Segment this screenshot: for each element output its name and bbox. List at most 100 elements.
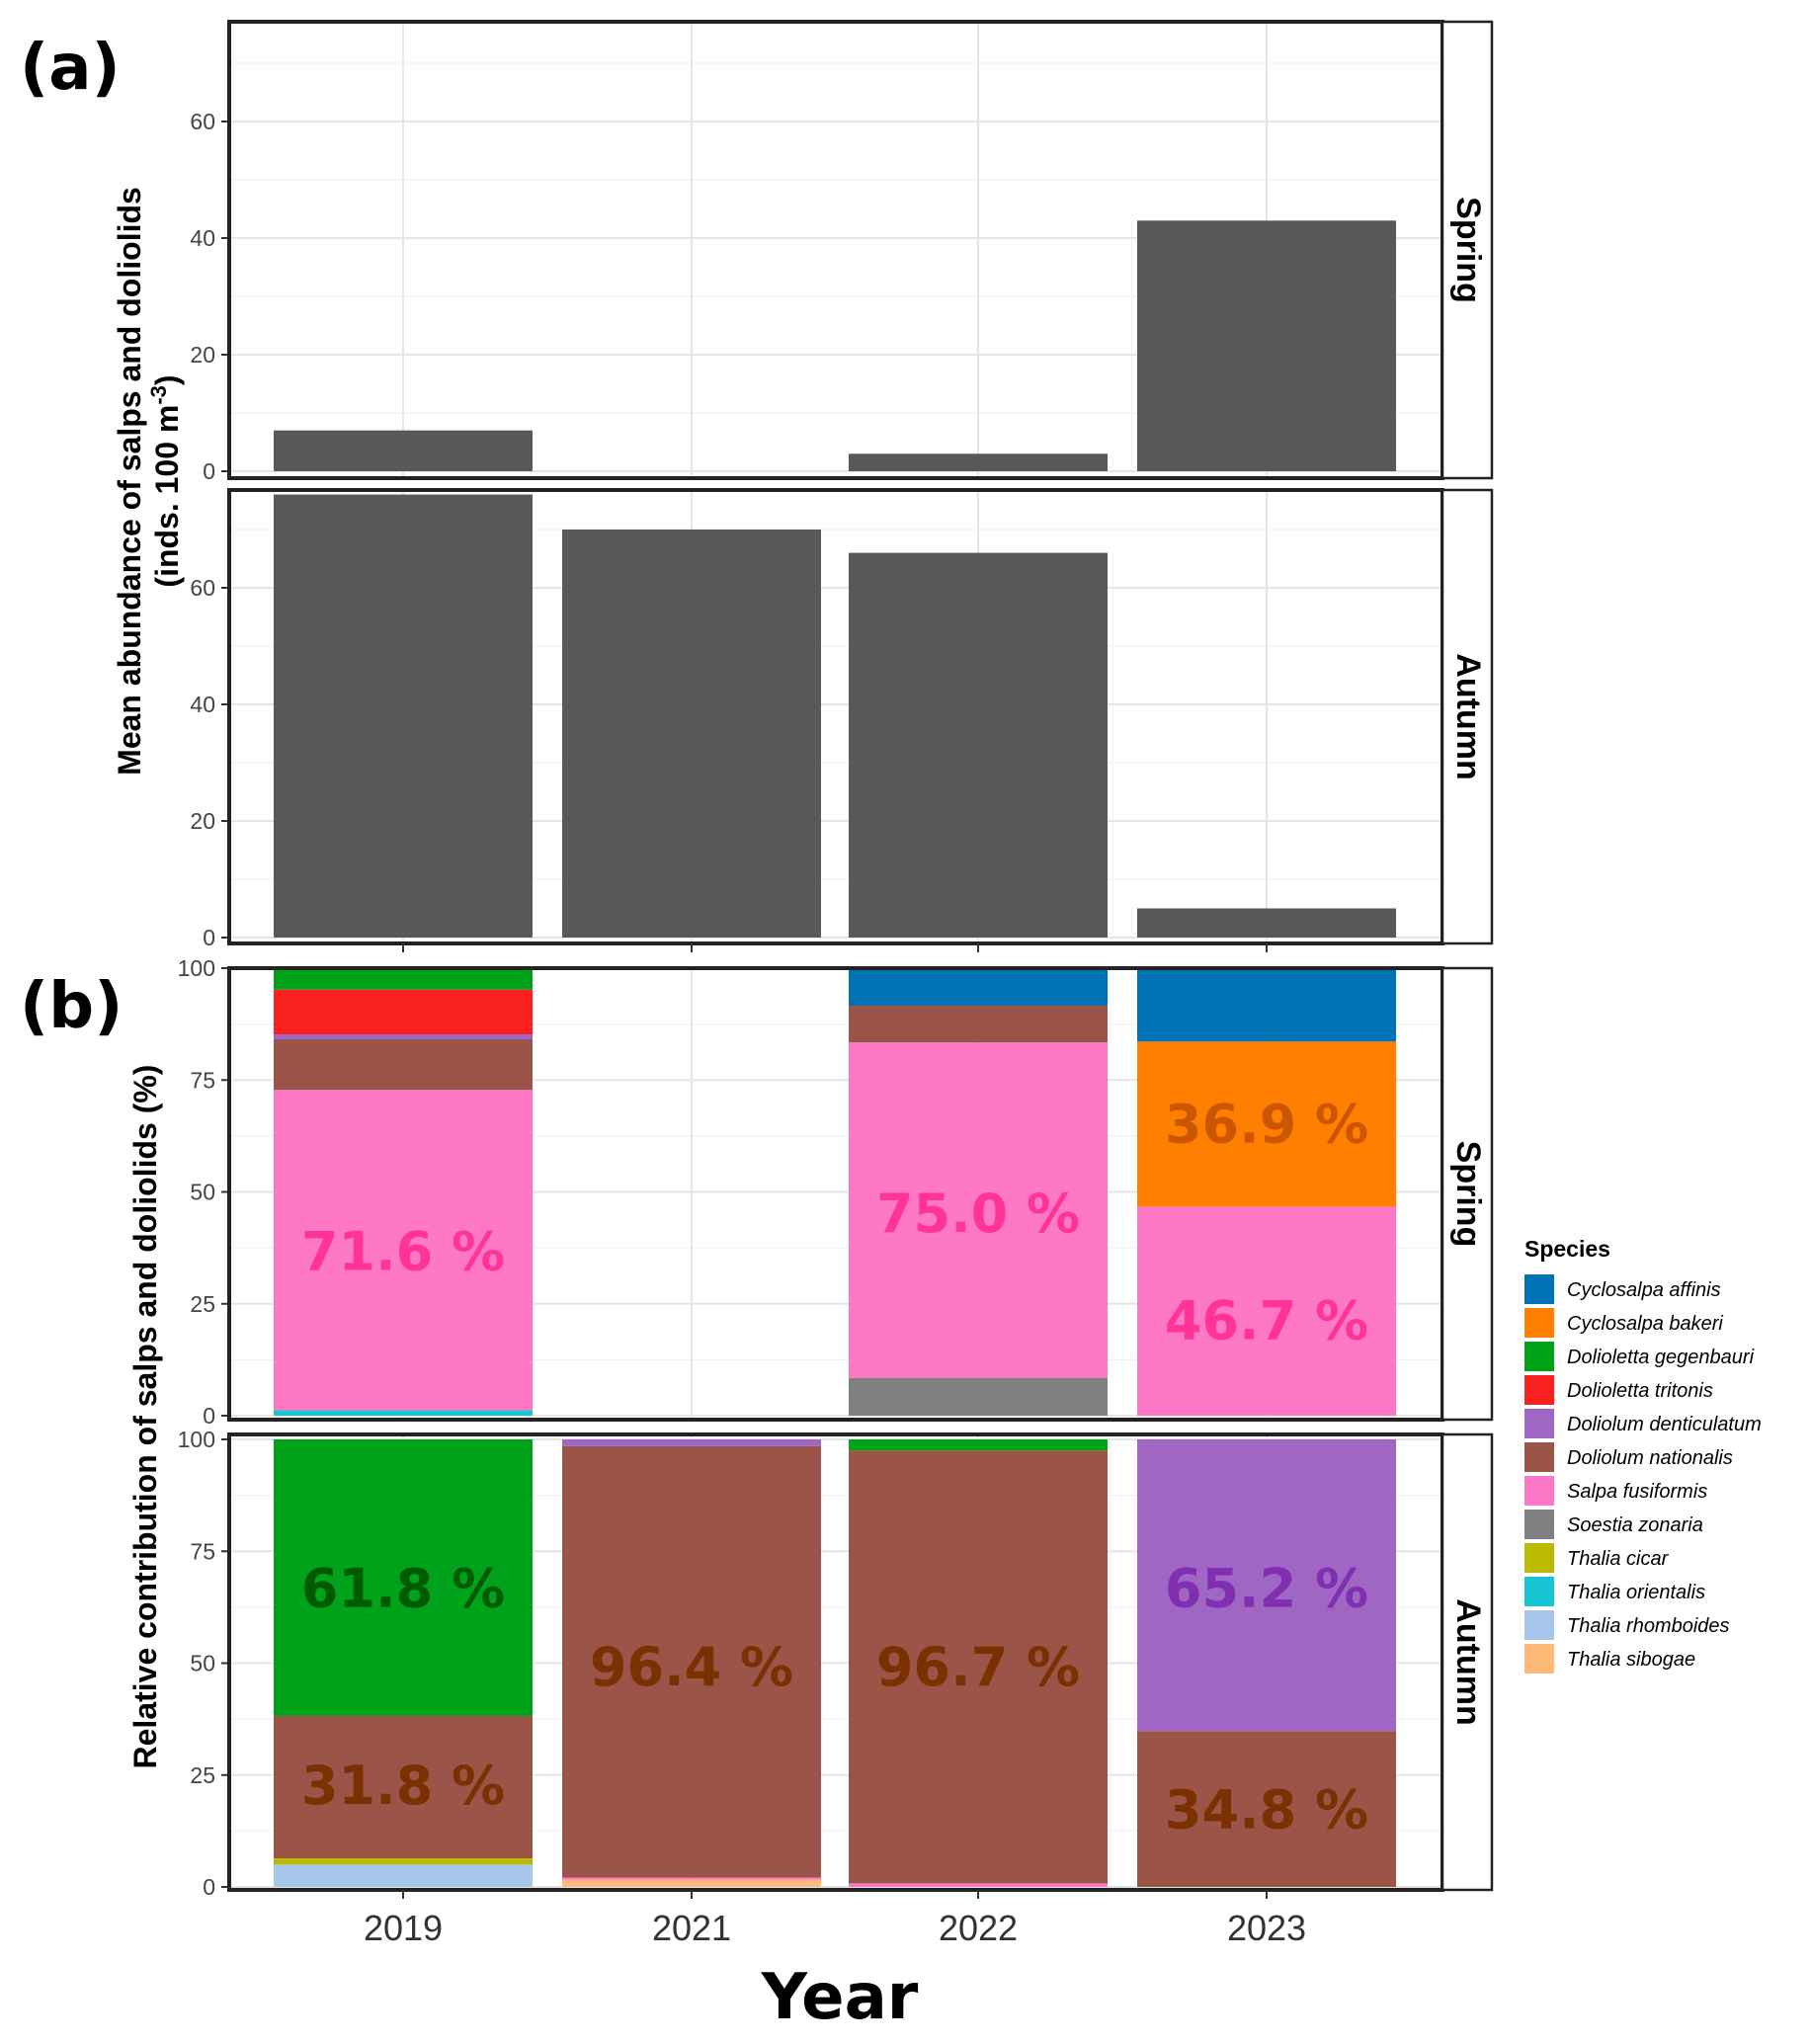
panel-2: 0 20 40 60 Autumn xyxy=(190,488,1494,950)
panel-label-b: (b) xyxy=(20,970,123,1043)
facet-strip-label: Spring xyxy=(1449,197,1487,303)
legend-swatch xyxy=(1524,1577,1554,1606)
bar-segment-2019 xyxy=(274,1034,533,1040)
bar-annotation: 96.7 % xyxy=(876,1636,1080,1698)
panel-3: 71.6 % 75.0 % 36.9 % 46.7 % 0 25 50 75 100 Spring xyxy=(178,955,1494,1429)
y-tick-label: 25 xyxy=(190,1291,215,1317)
bar-2019 xyxy=(274,494,533,938)
y-tick-label: 20 xyxy=(190,808,215,834)
bar-2019 xyxy=(274,430,533,471)
legend-label: Cyclosalpa bakeri xyxy=(1567,1313,1723,1335)
bar-segment-2019 xyxy=(274,1090,533,1411)
bar-segment-2023 xyxy=(1137,1439,1396,1732)
bar-segment-2019 xyxy=(274,1439,533,1716)
legend-swatch xyxy=(1524,1543,1554,1573)
bar-segment-2023 xyxy=(1137,1206,1396,1416)
bar-annotation: 31.8 % xyxy=(301,1755,505,1817)
facet-strip xyxy=(1441,966,1494,1422)
bar-segment-2022 xyxy=(849,1439,1108,1451)
panel-b-ylabel: Relative contribution of salps and dolio… xyxy=(127,1065,163,1769)
bar-annotation: 71.6 % xyxy=(301,1220,505,1282)
y-tick-label: 40 xyxy=(190,225,215,251)
legend-label: Thalia cicar xyxy=(1567,1548,1670,1570)
bar-segment-2022 xyxy=(849,1883,1108,1887)
bar-2023 xyxy=(1137,220,1396,471)
bar-2023 xyxy=(1137,908,1396,938)
bar-segment-2019 xyxy=(274,968,533,990)
legend-title: Species xyxy=(1524,1236,1610,1262)
facet-strip-label: Spring xyxy=(1449,1141,1487,1248)
bar-segment-2019 xyxy=(274,1410,533,1416)
bar-segment-2021 xyxy=(562,1445,821,1878)
legend-swatch xyxy=(1524,1342,1554,1371)
legend-label: Soestia zonaria xyxy=(1567,1514,1703,1536)
bar-segment-2019 xyxy=(274,1039,533,1091)
bar-2021 xyxy=(562,530,821,938)
panel-a-ylabel-sup: -3 xyxy=(146,385,171,405)
y-tick-label: 50 xyxy=(190,1651,215,1676)
bar-annotation: 75.0 % xyxy=(876,1183,1080,1245)
legend-swatch xyxy=(1524,1375,1554,1405)
y-tick-label: 75 xyxy=(190,1067,215,1093)
bar-segment-2019 xyxy=(274,1715,533,1859)
bar-segment-2023 xyxy=(1137,968,1396,1042)
bar-annotation: 96.4 % xyxy=(590,1636,793,1698)
legend-swatch xyxy=(1524,1442,1554,1472)
legend-label: Thalia rhomboides xyxy=(1567,1615,1730,1637)
legend-label: Thalia sibogae xyxy=(1567,1649,1695,1671)
legend-label: Cyclosalpa affinis xyxy=(1567,1279,1721,1301)
facet-strip xyxy=(1441,20,1494,480)
bar-segment-2019 xyxy=(274,1864,533,1887)
bar-segment-2022 xyxy=(849,1450,1108,1884)
legend-label: Doliolum denticulatum xyxy=(1567,1414,1762,1435)
y-tick-label: 40 xyxy=(190,692,215,717)
legend-label: Doliolum nationalis xyxy=(1567,1447,1733,1469)
y-tick-label: 50 xyxy=(190,1180,215,1205)
panel-4: 61.8 % 31.8 % 96.4 % 96.7 % 65.2 % 34.8 % 0 25 5… xyxy=(178,1427,1494,1900)
panel-a-ylabel-line2: (inds. 100 m-3) xyxy=(146,374,185,587)
y-tick-label: 60 xyxy=(190,575,215,601)
x-tick-label-2023: 2023 xyxy=(1227,1908,1306,1948)
bar-segment-2023 xyxy=(1137,1041,1396,1207)
y-tick-label: 100 xyxy=(178,1427,215,1452)
facet-strip-label: Autumn xyxy=(1449,1598,1487,1725)
y-tick-label: 60 xyxy=(190,109,215,134)
bar-segment-2019 xyxy=(274,989,533,1035)
bar-2022 xyxy=(849,453,1108,471)
bar-annotation: 61.8 % xyxy=(301,1557,505,1619)
x-axis-title: Year xyxy=(761,1961,919,2034)
legend-label: Thalia orientalis xyxy=(1567,1582,1705,1603)
bar-segment-2021 xyxy=(562,1439,821,1446)
bar-segment-2022 xyxy=(849,1006,1108,1043)
legend-swatch xyxy=(1524,1610,1554,1640)
facet-strip xyxy=(1441,488,1494,945)
y-tick-label: 25 xyxy=(190,1762,215,1788)
legend-label: Salpa fusiformis xyxy=(1567,1481,1707,1503)
legend-label: Dolioletta gegenbauri xyxy=(1567,1347,1755,1368)
bar-segment-2021 xyxy=(562,1879,821,1887)
y-tick-label: 0 xyxy=(203,1874,215,1900)
bar-segment-2023 xyxy=(1137,1731,1396,1887)
bar-annotation: 36.9 % xyxy=(1165,1093,1368,1155)
bar-2022 xyxy=(849,552,1108,938)
panel-a-ylabel-line1: Mean abundance of salps and doliolids xyxy=(112,187,147,776)
x-tick-label-2021: 2021 xyxy=(652,1908,731,1948)
y-tick-label: 0 xyxy=(203,458,215,484)
bar-segment-2022 xyxy=(849,1042,1108,1378)
legend-swatch xyxy=(1524,1308,1554,1338)
legend-label: Dolioletta tritonis xyxy=(1567,1380,1713,1402)
panel-a-ylabel-close: ) xyxy=(149,374,185,385)
bar-annotation: 46.7 % xyxy=(1165,1290,1368,1352)
bar-segment-2022 xyxy=(849,968,1108,1007)
panel-1: 0 20 40 60 Spring xyxy=(190,20,1494,484)
y-tick-label: 75 xyxy=(190,1538,215,1564)
legend-swatch xyxy=(1524,1644,1554,1674)
bar-annotation: 34.8 % xyxy=(1165,1779,1368,1841)
panel-a-ylabel-unit: (inds. 100 m xyxy=(149,405,185,588)
legend-swatch xyxy=(1524,1476,1554,1506)
y-tick-label: 0 xyxy=(203,925,215,950)
legend-swatch xyxy=(1524,1274,1554,1304)
bar-segment-2019 xyxy=(274,1858,533,1865)
y-tick-label: 20 xyxy=(190,342,215,368)
